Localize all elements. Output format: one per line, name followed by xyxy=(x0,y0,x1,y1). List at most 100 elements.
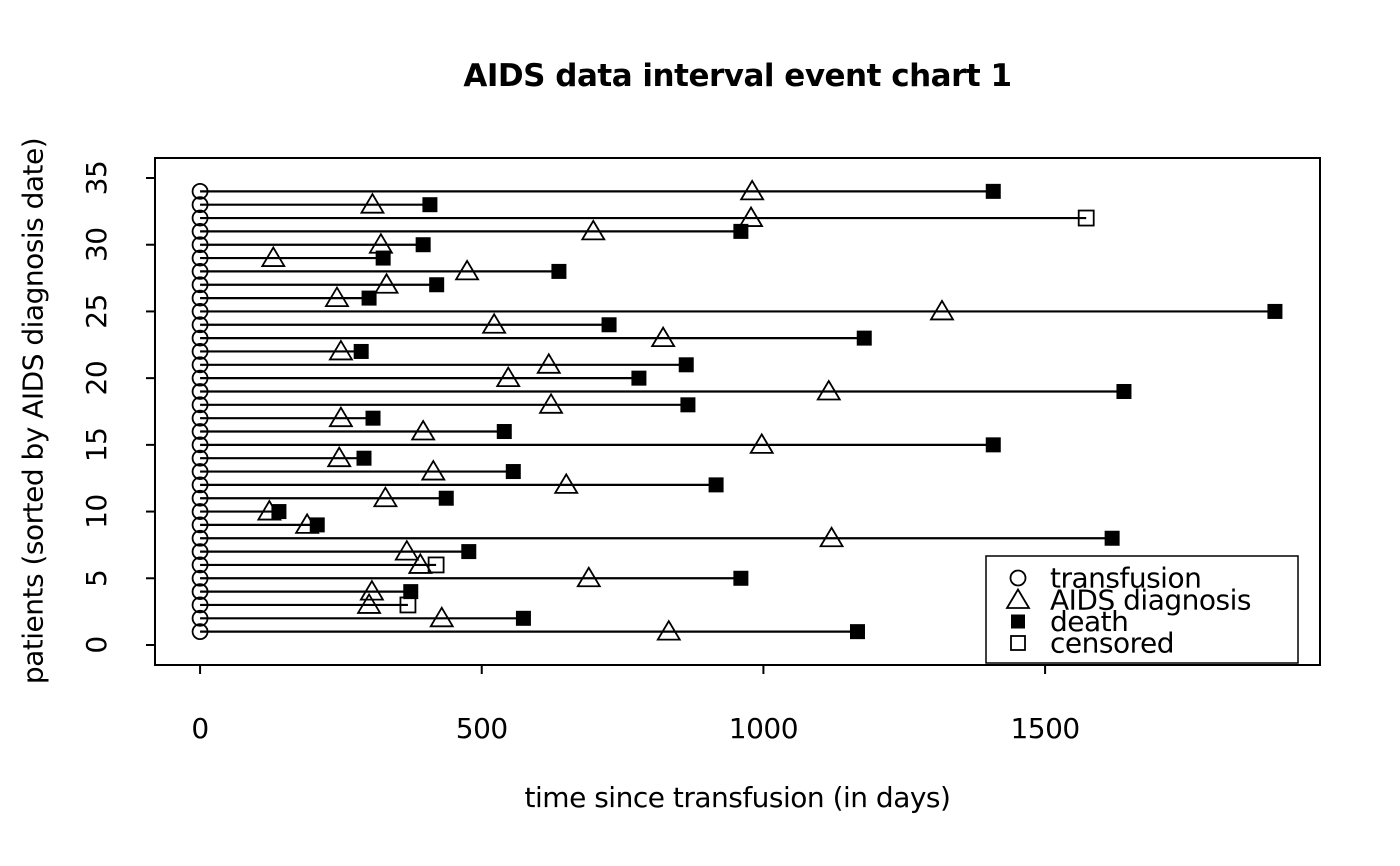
aids-diagnosis-marker xyxy=(553,472,579,494)
transfusion-marker xyxy=(191,369,209,387)
x-tick-label: 1500 xyxy=(1010,712,1079,745)
aids-diagnosis-marker xyxy=(749,432,775,454)
patient-row xyxy=(191,459,521,481)
death-marker xyxy=(415,237,431,253)
y-tick-label: 10 xyxy=(80,494,113,529)
patient-row xyxy=(191,445,372,468)
aids-diagnosis-marker xyxy=(576,566,602,588)
transfusion-marker xyxy=(191,569,209,587)
aids-diagnosis-marker xyxy=(580,219,606,241)
y-tick-label: 5 xyxy=(80,570,113,587)
death-marker xyxy=(365,410,381,426)
transfusion-marker xyxy=(191,329,209,347)
patient-row xyxy=(191,232,431,254)
transfusion-marker xyxy=(191,409,209,427)
legend-item-label: censored xyxy=(1050,627,1174,660)
death-marker xyxy=(631,370,647,386)
patient-row xyxy=(191,299,1283,321)
death-marker xyxy=(271,504,287,520)
death-marker xyxy=(505,464,521,480)
legend-box xyxy=(985,555,1299,664)
patient-row xyxy=(191,312,617,334)
aids-diagnosis-marker xyxy=(328,405,354,428)
death-marker xyxy=(403,584,419,600)
patient-row xyxy=(191,552,445,574)
transfusion-marker xyxy=(191,383,209,400)
transfusion-marker xyxy=(191,623,209,641)
aids-diagnosis-marker xyxy=(324,285,350,307)
aids-diagnosis-marker xyxy=(420,459,446,481)
aids-diagnosis-marker xyxy=(356,592,382,614)
chart-title: AIDS data interval event chart 1 xyxy=(463,58,1012,94)
transfusion-marker xyxy=(191,249,209,267)
y-tick-label: 20 xyxy=(80,361,113,396)
x-tick-label: 500 xyxy=(456,712,508,745)
y-tick-label: 15 xyxy=(80,428,113,463)
aids-diagnosis-marker xyxy=(495,365,521,388)
patient-row xyxy=(191,432,1001,454)
death-marker xyxy=(856,330,872,346)
censored-marker xyxy=(427,556,445,574)
patient-row xyxy=(191,405,381,428)
legend-item: censored xyxy=(1010,627,1174,660)
plot-border xyxy=(154,157,1321,666)
patient-row xyxy=(191,579,419,601)
death-marker xyxy=(985,437,1001,453)
patient-row xyxy=(191,179,1001,201)
transfusion-marker xyxy=(191,209,209,227)
transfusion-marker xyxy=(191,303,209,320)
x-tick-label: 1000 xyxy=(729,712,798,745)
transfusion-marker xyxy=(191,436,209,454)
aids-diagnosis-marker xyxy=(816,379,842,401)
death-marker xyxy=(461,544,477,560)
legend-item-label: AIDS diagnosis xyxy=(1050,584,1251,617)
transfusion-marker xyxy=(191,343,209,360)
death-marker xyxy=(422,197,438,213)
death-marker xyxy=(309,517,325,533)
patient-row xyxy=(191,259,567,281)
legend-item: AIDS diagnosis xyxy=(1005,584,1251,617)
aids-diagnosis-marker xyxy=(368,232,394,254)
transfusion-marker xyxy=(191,423,209,440)
transfusion-marker xyxy=(191,222,209,240)
patient-row xyxy=(191,606,531,628)
death-marker xyxy=(601,317,617,333)
death-marker xyxy=(1104,530,1120,546)
transfusion-marker xyxy=(191,556,209,574)
patient-row xyxy=(191,499,287,521)
death-marker xyxy=(356,450,372,466)
transfusion-marker xyxy=(191,449,209,467)
legend-death-icon xyxy=(1011,614,1025,629)
transfusion-marker xyxy=(191,543,209,560)
patient-row xyxy=(191,539,477,561)
aids-diagnosis-marker xyxy=(650,325,676,348)
aids-diagnosis-marker xyxy=(538,392,564,414)
death-marker xyxy=(733,570,749,586)
aids-diagnosis-marker xyxy=(372,485,398,508)
patient-row xyxy=(191,285,377,307)
aids-diagnosis-marker xyxy=(326,445,352,468)
transfusion-marker xyxy=(191,476,209,494)
legend-item-label: death xyxy=(1050,605,1128,638)
aids-diagnosis-marker xyxy=(481,312,507,334)
legend-aids-diagnosis-icon xyxy=(1005,587,1031,609)
aids-diagnosis-marker xyxy=(394,539,420,561)
x-axis-label: time since transfusion (in days) xyxy=(524,781,951,814)
death-marker xyxy=(678,357,694,373)
transfusion-marker xyxy=(191,609,209,627)
patient-row xyxy=(191,339,369,361)
legend-transfusion-icon xyxy=(1009,569,1027,587)
patient-row xyxy=(191,525,1120,548)
transfusion-marker xyxy=(191,503,209,520)
transfusion-marker xyxy=(191,316,209,334)
y-tick-label: 0 xyxy=(80,636,113,653)
aids-diagnosis-marker xyxy=(454,259,480,281)
patient-row xyxy=(191,472,724,494)
patient-row xyxy=(191,205,1095,227)
aids-diagnosis-marker xyxy=(738,205,764,227)
transfusion-marker xyxy=(191,516,209,534)
transfusion-marker xyxy=(191,529,209,547)
patient-row xyxy=(191,365,647,388)
